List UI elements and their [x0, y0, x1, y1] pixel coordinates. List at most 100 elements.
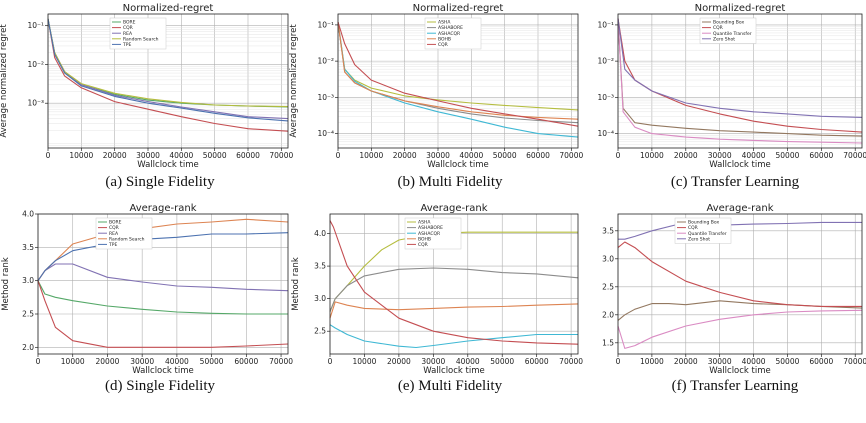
chart-title: Average-rank: [129, 203, 196, 214]
series-line-ashabore: [329, 267, 579, 312]
chart-title: Normalized-regret: [123, 3, 214, 14]
series-line-bore: [37, 280, 288, 315]
legend-label: ASHACQR: [438, 31, 460, 37]
legend-label: CQR: [713, 25, 723, 31]
series-line-rea: [37, 263, 289, 292]
y-tick-label: 10⁻³: [27, 99, 44, 108]
y-tick-label: 10⁻⁴: [597, 129, 614, 138]
legend-label: BORE: [109, 220, 122, 226]
series-line-tpe: [47, 18, 289, 122]
x-tick-label: 50000: [200, 357, 224, 366]
chart-svg: 0 10000 20000 30000 40000 50000 60000 70000 10⁻⁴…: [597, 3, 866, 170]
x-tick-label: 0: [36, 357, 41, 366]
legend-label: Zero Shot: [688, 236, 710, 242]
legend-label: ASHABORE: [438, 25, 463, 31]
chart-svg: 0 10000 20000 30000 40000 50000 60000 70000 2.0 2…: [1, 203, 293, 376]
legend-label: CQR: [418, 242, 428, 248]
series-line-zero-shot: [617, 18, 863, 118]
y-tick-label: 3.5: [602, 226, 614, 235]
x-tick-label: 0: [336, 151, 341, 160]
legend-label: ASHA: [418, 220, 431, 226]
series-line-ashacqr: [337, 21, 579, 138]
x-tick-label: 0: [328, 357, 333, 366]
series-line-cqr: [617, 18, 863, 133]
x-tick-label: 60000: [236, 151, 260, 160]
legend-label: Quantile Transfer: [688, 231, 727, 237]
series-line-quantile-transfer: [617, 309, 863, 349]
chart-svg: 0 10000 20000 30000 40000 50000 60000 70000 10⁻³…: [0, 3, 293, 170]
y-tick-label: 4.0: [314, 229, 326, 238]
legend-label: Zero Shot: [713, 36, 735, 42]
x-tick-label: 10000: [61, 357, 85, 366]
series-line-cqr: [329, 220, 579, 345]
x-axis-label: Wallclock time: [709, 160, 771, 170]
x-axis-label: Wallclock time: [132, 366, 194, 376]
chart-svg: 0 10000 20000 30000 40000 50000 60000 70000 2.5 3…: [291, 203, 583, 376]
x-axis-label: Wallclock time: [427, 160, 489, 170]
plot-frame: [329, 213, 579, 355]
legend-label: REA: [123, 31, 133, 37]
y-tick-label: 10⁻³: [317, 93, 334, 102]
x-tick-label: 20000: [393, 151, 417, 160]
y-tick-label: 10⁻²: [27, 60, 44, 69]
x-tick-label: 60000: [809, 357, 833, 366]
chart-title: Normalized-regret: [695, 3, 786, 14]
series-line-cqr: [37, 280, 289, 348]
plot-frame: [617, 13, 863, 149]
legend-label: TPE: [122, 42, 131, 48]
plot-frame: [37, 213, 289, 355]
caption-d: (d) Single Fidelity: [105, 378, 215, 394]
caption-b: (b) Multi Fidelity: [397, 174, 503, 190]
x-axis-label: Wallclock time: [709, 366, 771, 376]
x-tick-label: 30000: [708, 357, 732, 366]
y-axis-label: Method rank: [1, 257, 11, 311]
legend-label: Quantile Transfer: [713, 31, 752, 37]
x-tick-label: 20000: [103, 151, 127, 160]
x-tick-label: 60000: [525, 357, 549, 366]
chart-panel-b: 0 10000 20000 30000 40000 50000 60000 70000 10⁻⁴…: [289, 0, 583, 170]
y-axis-label: Average normalized regret: [289, 24, 299, 138]
y-tick-label: 4.0: [22, 210, 34, 219]
caption-f: (f) Transfer Learning: [671, 378, 799, 394]
legend-label: BORE: [123, 20, 136, 26]
y-tick-label: 3.5: [314, 262, 326, 271]
x-tick-label: 70000: [559, 151, 583, 160]
x-tick-label: 30000: [708, 151, 732, 160]
x-tick-label: 40000: [459, 151, 483, 160]
y-axis-label: Method rank: [291, 257, 301, 311]
plot-frame: [337, 13, 579, 149]
y-tick-label: 3.5: [22, 243, 34, 252]
y-tick-label: 3.0: [22, 276, 34, 285]
legend-label: ASHABORE: [418, 225, 443, 231]
y-tick-label: 2.0: [22, 343, 34, 352]
legend-label: Random Search: [109, 236, 145, 242]
y-tick-label: 10⁻³: [597, 93, 614, 102]
chart-title: Normalized-regret: [413, 3, 504, 14]
series-line-cqr: [47, 18, 289, 132]
y-tick-label: 2.5: [22, 310, 34, 319]
x-tick-label: 40000: [742, 357, 766, 366]
caption-e: (e) Multi Fidelity: [397, 378, 503, 394]
y-tick-label: 2.5: [602, 282, 614, 291]
x-tick-label: 10000: [640, 357, 664, 366]
x-tick-label: 0: [616, 151, 621, 160]
legend-label: CQR: [438, 42, 448, 48]
x-tick-label: 10000: [640, 151, 664, 160]
x-tick-label: 50000: [776, 357, 800, 366]
x-tick-label: 40000: [169, 151, 193, 160]
x-tick-label: 20000: [674, 151, 698, 160]
series-line-cqr: [337, 21, 579, 127]
x-tick-label: 40000: [165, 357, 189, 366]
chart-panel-a: 0 10000 20000 30000 40000 50000 60000 70000 10⁻³…: [0, 0, 293, 170]
caption-c: (c) Transfer Learning: [670, 174, 800, 190]
x-tick-label: 30000: [130, 357, 154, 366]
y-tick-label: 1.5: [602, 338, 614, 347]
x-tick-label: 70000: [843, 357, 866, 366]
series-line-bohb: [329, 301, 579, 319]
legend-label: CQR: [123, 25, 133, 31]
x-tick-label: 70000: [269, 357, 293, 366]
chart-panel-e: 0 10000 20000 30000 40000 50000 60000 70000 2.5 3…: [290, 200, 583, 376]
x-tick-label: 50000: [490, 357, 514, 366]
x-tick-label: 20000: [387, 357, 411, 366]
x-tick-label: 70000: [559, 357, 583, 366]
